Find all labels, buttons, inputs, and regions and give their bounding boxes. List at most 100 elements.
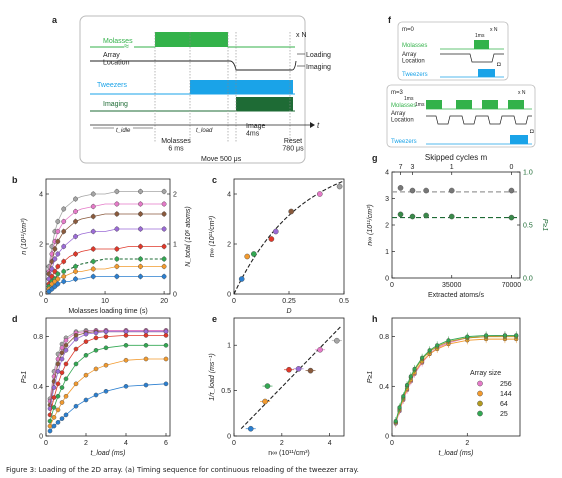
data-point	[61, 274, 67, 279]
data-point	[63, 361, 69, 367]
y2-tick-label: 0.5	[523, 223, 533, 230]
label-image-4ms: Image 4ms	[246, 123, 266, 137]
data-point	[244, 253, 250, 260]
m3-pulse-label: 1ms	[415, 102, 425, 108]
legend-label: 144	[500, 391, 512, 398]
label-molasses-6ms: Molasses 6 ms	[161, 138, 191, 152]
data-point	[143, 343, 149, 348]
x-tick-label: 6	[164, 440, 168, 447]
y2-tick-label: 0	[173, 292, 177, 299]
y-tick-label: 0	[39, 292, 43, 299]
data-point	[114, 246, 120, 252]
x-tick-label: 10	[101, 298, 109, 305]
data-point	[49, 251, 55, 257]
data-point	[61, 259, 67, 264]
data-point	[90, 274, 96, 279]
x-tick-label: 20	[160, 298, 168, 305]
y2-axis-label: N_total (10⁶ atoms)	[185, 206, 192, 266]
y-axis-label: n∞ (10¹¹/cm³)	[209, 216, 216, 258]
y-tick-label: 1	[227, 343, 231, 350]
x-tick-label: 0.5	[339, 298, 349, 305]
m0-pulse-label: 1ms	[475, 33, 485, 39]
series-line	[48, 266, 165, 290]
data-point	[52, 246, 58, 252]
legend-swatch	[477, 400, 483, 407]
series-line	[48, 213, 165, 275]
legend-swatch	[477, 410, 483, 417]
data-point	[336, 183, 343, 190]
y-tick-label: 0	[227, 292, 231, 299]
y-tick-label: 0.8	[379, 334, 389, 341]
data-point	[103, 345, 109, 351]
y2-tick-label: 1.0	[523, 170, 533, 177]
panel-h-chart: h 0 2 0 0.4 0.8 t_load (ms) P≥1 Array size 256 144…	[367, 314, 521, 457]
data-point	[404, 382, 410, 388]
y-axis-label: P≥1	[367, 371, 374, 384]
data-point	[286, 366, 292, 373]
legend-swatch	[477, 380, 483, 387]
data-point	[161, 189, 167, 194]
time-axis-label: t	[317, 121, 320, 130]
data-point	[59, 400, 65, 405]
y-tick-label: 2	[385, 223, 389, 230]
x-tick-label: 2	[465, 440, 469, 447]
row-label-array-location-line: Array	[103, 52, 120, 59]
data-point	[90, 266, 96, 272]
y2-axis-label: P≥1	[541, 219, 548, 232]
y-tick-label: 0.4	[33, 384, 43, 391]
data-point	[123, 384, 129, 389]
m3-repeat: x N	[518, 90, 526, 96]
m0-frame	[397, 21, 509, 81]
data-point	[334, 337, 340, 344]
data-point	[73, 269, 78, 274]
camera-icon: ◘	[530, 129, 534, 135]
y-tick-label: 2	[39, 242, 43, 249]
data-point	[138, 256, 143, 262]
data-point	[307, 367, 314, 374]
data-point	[73, 264, 78, 269]
data-point	[103, 362, 109, 368]
x-axis-label: t_load (ms)	[90, 450, 125, 457]
data-point	[47, 423, 53, 429]
y-tick-label: 4	[385, 170, 389, 177]
probability-point	[448, 213, 455, 220]
data-point	[161, 264, 167, 269]
label-molasses-6ms-line: 6 ms	[168, 145, 184, 152]
data-point	[73, 251, 78, 257]
series-line	[48, 191, 165, 267]
x-axis-label: Molasses loading time (s)	[68, 308, 147, 315]
molasses-pulse	[155, 32, 228, 47]
data-point	[73, 346, 79, 352]
data-point	[114, 256, 120, 262]
data-point	[63, 393, 69, 399]
data-point	[55, 229, 61, 234]
axis-break: ≈	[124, 41, 129, 51]
top-tick-label: 3	[411, 164, 415, 171]
data-point	[143, 333, 149, 338]
data-point	[63, 347, 69, 353]
data-point	[114, 201, 120, 207]
m3-molasses-pulse	[426, 100, 442, 109]
label-move: Move 500 μs	[201, 156, 242, 163]
label-imaging-position: Imaging	[306, 64, 331, 71]
top-tick-label: 1	[450, 164, 454, 171]
data-point	[427, 348, 432, 353]
data-point	[123, 357, 129, 363]
data-point	[51, 423, 57, 429]
x-tick-label: 0	[44, 298, 48, 305]
data-point	[161, 201, 167, 207]
y-tick-label: 0	[227, 434, 231, 441]
data-point	[73, 381, 79, 387]
series-line	[49, 334, 166, 415]
m3-array-trace	[426, 115, 532, 125]
series-line	[48, 276, 165, 292]
data-point	[103, 329, 109, 334]
data-point	[59, 356, 65, 362]
panel-label-f: f	[388, 15, 392, 25]
panel-a-timing-diagram: a Molasses Array Location Tweezers Imaging ≈ t t…	[52, 15, 331, 164]
data-point	[288, 208, 295, 215]
data-point	[114, 226, 120, 232]
